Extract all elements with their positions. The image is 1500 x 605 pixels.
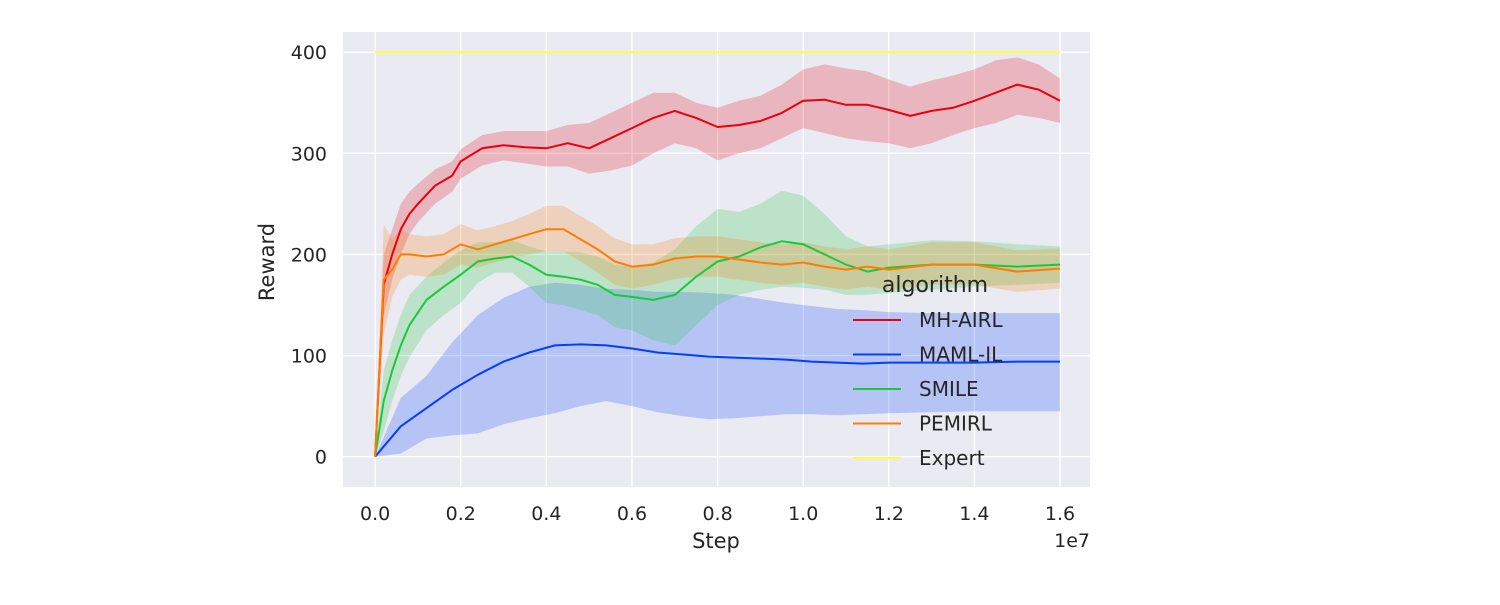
- y-tick-label: 0: [315, 447, 327, 469]
- legend-label-smile: SMILE: [919, 377, 979, 401]
- x-tick-label: 1.4: [959, 503, 989, 525]
- legend-label-expert: Expert: [919, 446, 985, 470]
- plot-background: [343, 32, 1090, 487]
- x-axis-offset-label: 1e7: [1054, 530, 1090, 552]
- maml-il-line: [374, 343, 1060, 458]
- x-tick-label: 0.6: [617, 503, 647, 525]
- series-lines: [374, 51, 1061, 458]
- legend-items: MH-AIRL MAML-IL SMILE PEMIRL Expert: [853, 308, 1004, 470]
- legend-label-maml-il: MAML-IL: [919, 343, 1003, 367]
- y-tick-label: 200: [291, 244, 327, 266]
- y-tick-label: 400: [291, 42, 327, 64]
- smile-confidence-band: [375, 190, 1061, 457]
- y-tick-labels: 0 100 200 300 400: [291, 42, 327, 468]
- x-tick-label: 1.6: [1045, 503, 1075, 525]
- y-axis-label: Reward: [255, 223, 279, 301]
- y-tick-label: 300: [291, 143, 327, 165]
- x-axis-label: Step: [692, 529, 740, 553]
- maml-il-confidence-band: [375, 282, 1061, 457]
- x-tick-labels: 0.0 0.2 0.4 0.6 0.8 1.0 1.2 1.4 1.6: [360, 503, 1075, 525]
- mh-airl-line: [374, 83, 1061, 457]
- x-tick-label: 0.8: [702, 503, 732, 525]
- legend-label-mh-airl: MH-AIRL: [919, 308, 1004, 332]
- y-tick-label: 100: [291, 346, 327, 368]
- legend-label-pemirl: PEMIRL: [919, 412, 993, 436]
- legend: algorithm MH-AIRL MAML-IL SMILE PEMIRL Exper…: [853, 273, 1004, 470]
- x-tick-label: 0.0: [360, 503, 390, 525]
- pemirl-line: [374, 228, 1061, 457]
- legend-title: algorithm: [882, 273, 988, 298]
- x-tick-label: 0.2: [446, 503, 476, 525]
- x-tick-label: 1.2: [874, 503, 904, 525]
- mh-airl-confidence-band: [375, 57, 1061, 457]
- x-tick-label: 1.0: [788, 503, 818, 525]
- x-tick-label: 0.4: [531, 503, 561, 525]
